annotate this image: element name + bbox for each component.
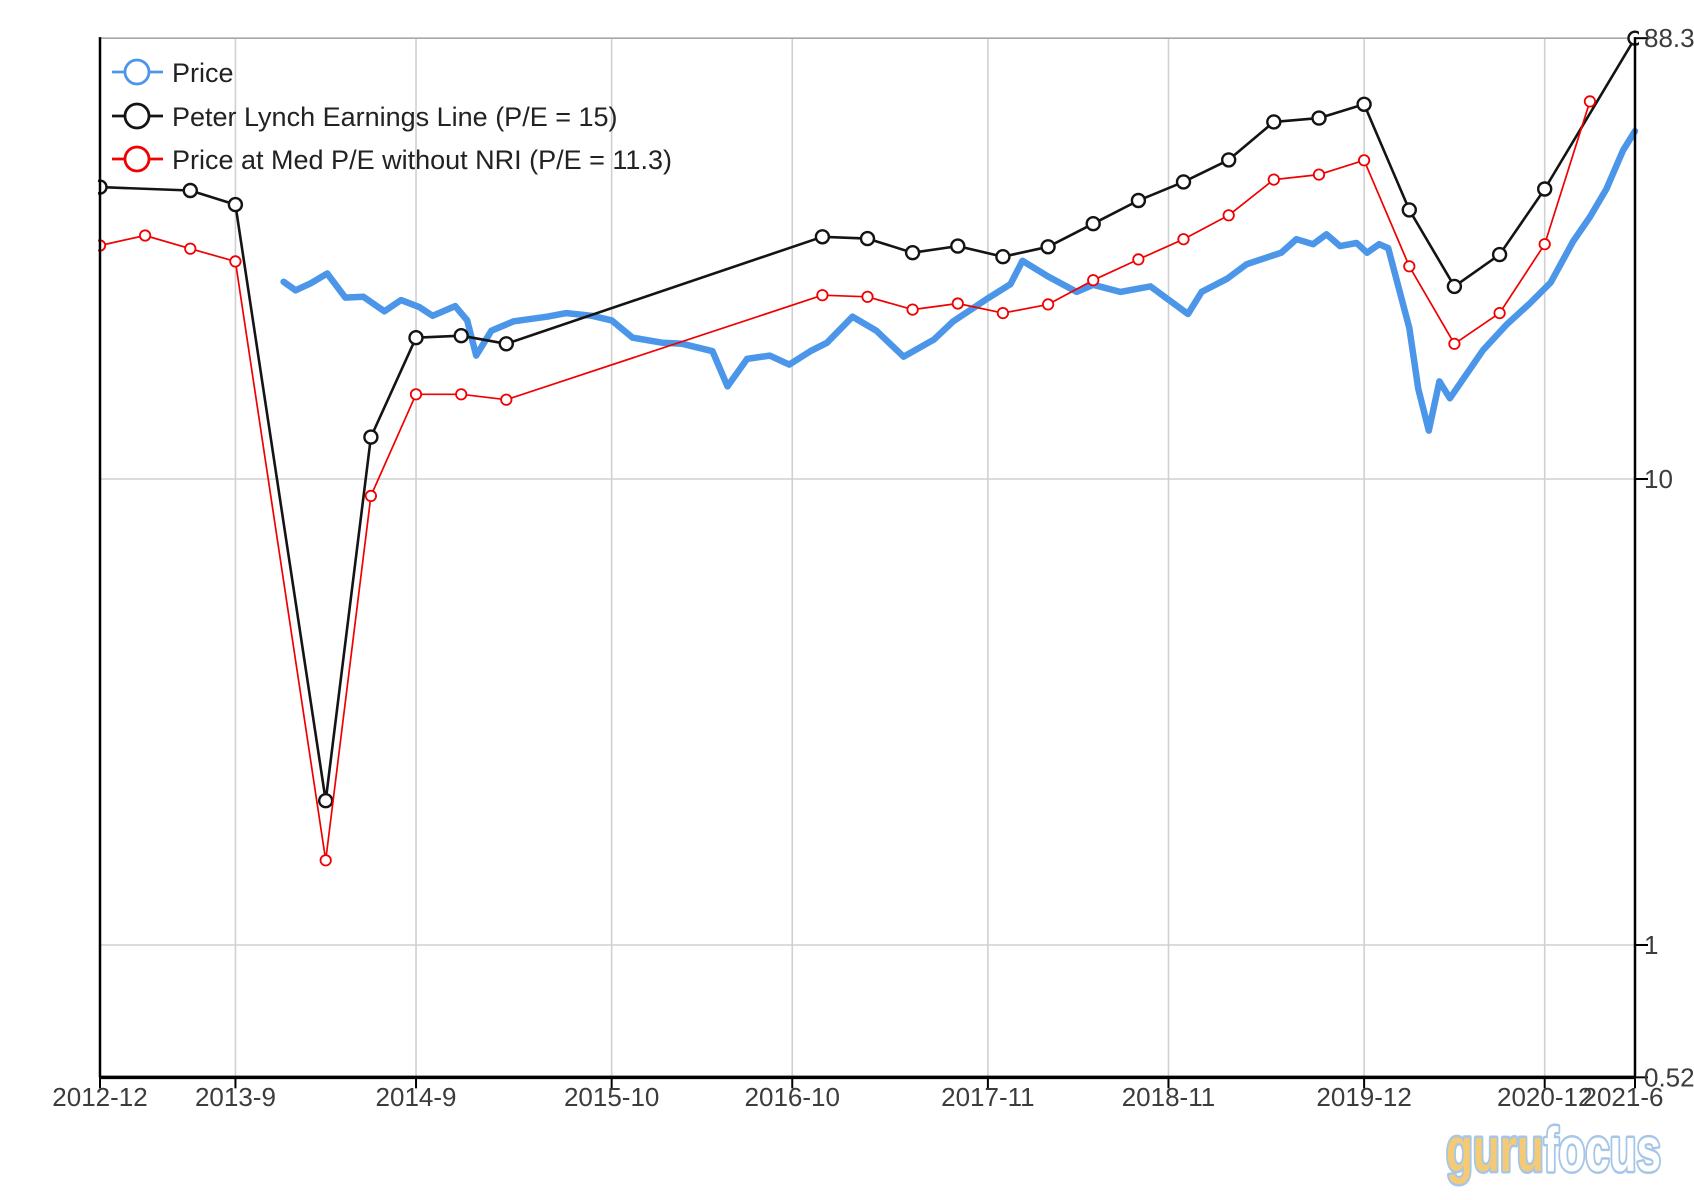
data-point-marker	[227, 196, 244, 213]
data-point-marker	[859, 230, 876, 247]
median-pe-line	[98, 100, 1591, 862]
data-point-marker	[1536, 181, 1553, 197]
data-point-marker	[1042, 298, 1055, 311]
data-point-marker	[1403, 260, 1416, 273]
legend-marker-icon	[123, 58, 151, 86]
data-point-marker	[1401, 202, 1418, 218]
legend-marker-icon	[123, 102, 151, 130]
data-point-marker	[950, 238, 966, 254]
data-point-marker	[906, 303, 919, 316]
data-point-marker	[364, 489, 377, 502]
plot-area	[71, 30, 1639, 867]
price-line	[280, 127, 1639, 434]
data-point-marker	[1087, 274, 1100, 287]
gridlines	[99, 37, 1636, 1078]
data-point-marker	[498, 336, 514, 352]
legend-marker-icon	[123, 145, 151, 173]
x-axis-label: 2014-9	[376, 1082, 457, 1112]
data-point-marker	[1356, 96, 1372, 113]
data-point-marker	[1267, 173, 1280, 186]
data-point-marker	[500, 393, 513, 406]
data-point-marker	[861, 290, 874, 303]
y-axis-labels: 88.3 10 1 0.52	[1635, 23, 1694, 1092]
legend-label: Price	[172, 58, 234, 88]
axes-frame	[98, 37, 1637, 1080]
legend-item-price[interactable]: Price	[112, 58, 234, 88]
x-axis-label: 2019-12	[1316, 1082, 1411, 1112]
x-axis-label: 2018-11	[1122, 1082, 1216, 1112]
data-point-marker	[904, 244, 921, 261]
x-axis-label: 2017-11	[941, 1082, 1035, 1112]
y-axis-label: 88.3	[1644, 23, 1694, 53]
data-point-marker	[1583, 95, 1597, 108]
data-point-marker	[1446, 278, 1463, 295]
data-point-marker	[229, 255, 242, 268]
y-axis-label: 1	[1644, 930, 1658, 960]
legend: Price Peter Lynch Earnings Line (P/E = 15…	[112, 58, 672, 175]
data-point-marker	[1132, 253, 1145, 266]
data-point-marker	[1220, 152, 1237, 168]
data-point-marker	[182, 182, 199, 199]
data-point-marker	[995, 249, 1011, 265]
x-axis-label: 2021-6	[1583, 1082, 1664, 1112]
data-point-marker	[996, 306, 1010, 320]
data-point-marker	[1222, 209, 1235, 222]
data-point-marker	[1448, 337, 1461, 350]
data-point-marker	[319, 854, 332, 867]
gurufocus-watermark: gurufocus	[1446, 1116, 1661, 1185]
earnings-line-markers	[71, 30, 1639, 809]
data-point-marker	[1312, 168, 1326, 181]
x-axis-label: 2013-9	[195, 1082, 276, 1112]
data-point-marker	[363, 429, 379, 445]
data-point-marker	[318, 793, 334, 809]
x-axis-label: 2020-12	[1497, 1082, 1592, 1112]
data-point-marker	[409, 388, 423, 401]
data-point-marker	[1493, 306, 1506, 320]
data-point-marker	[1266, 114, 1282, 130]
data-point-marker	[814, 229, 831, 245]
data-point-marker	[1085, 215, 1101, 232]
data-point-marker	[74, 245, 84, 255]
legend-label: Peter Lynch Earnings Line (P/E = 15)	[172, 102, 618, 132]
watermark-guru-text: guru	[1446, 1116, 1544, 1185]
data-point-marker	[1311, 110, 1327, 126]
y-axis-label: 0.52	[1644, 1062, 1694, 1092]
watermark-focus-text: focus	[1544, 1116, 1661, 1185]
data-point-marker	[139, 229, 152, 242]
data-point-marker	[1491, 246, 1508, 263]
data-point-marker	[455, 388, 468, 401]
x-axis-label: 2015-10	[564, 1082, 659, 1112]
legend-item-earnings-line[interactable]: Peter Lynch Earnings Line (P/E = 15)	[112, 102, 618, 132]
x-axis-label: 2016-10	[745, 1082, 840, 1112]
x-axis-label: 2012-12	[52, 1082, 147, 1112]
data-point-marker	[1175, 174, 1192, 190]
legend-label: Price at Med P/E without NRI (P/E = 11.3…	[172, 145, 672, 175]
data-point-marker	[816, 289, 829, 302]
x-axis-labels: 2012-12 2013-9 2014-9 2015-10 2016-10 2017-11…	[52, 1077, 1663, 1112]
data-point-marker	[184, 242, 197, 255]
legend-item-median-pe[interactable]: Price at Med P/E without NRI (P/E = 11.3…	[112, 145, 672, 175]
data-point-marker	[1040, 239, 1056, 255]
data-point-marker	[1177, 233, 1190, 246]
data-point-marker	[71, 170, 84, 183]
data-point-marker	[408, 330, 424, 346]
data-point-marker	[453, 328, 469, 344]
y-axis-label: 10	[1644, 464, 1673, 494]
data-point-marker	[1130, 192, 1147, 209]
data-point-marker	[1358, 154, 1371, 167]
median-pe-line-markers	[74, 95, 1597, 867]
data-point-marker	[951, 297, 964, 310]
data-point-marker	[1538, 238, 1551, 251]
